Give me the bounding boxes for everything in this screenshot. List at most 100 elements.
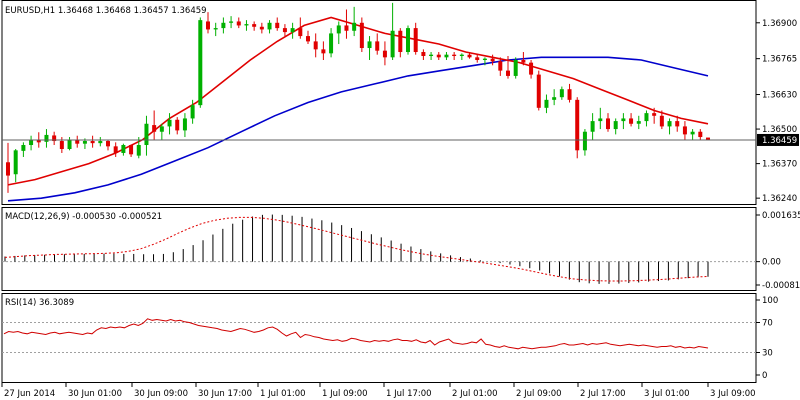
candle-body bbox=[275, 22, 280, 29]
candle bbox=[390, 2, 395, 60]
candle-body bbox=[252, 24, 257, 27]
candle-body bbox=[44, 134, 49, 142]
candle-body bbox=[121, 145, 126, 153]
candle-body bbox=[29, 139, 34, 146]
candle-body bbox=[398, 30, 403, 53]
candle-body bbox=[13, 150, 18, 175]
candle-body bbox=[229, 21, 234, 23]
candle bbox=[129, 144, 134, 157]
candle bbox=[282, 24, 287, 37]
candle bbox=[236, 17, 241, 29]
candle-body bbox=[52, 135, 57, 142]
candle-body bbox=[652, 113, 657, 116]
candle-body bbox=[90, 141, 95, 144]
candle-body bbox=[67, 140, 72, 149]
time-axis: 27 Jun 2014 30 Jun 01:00 30 Jun 09:00 30 Ju… bbox=[1, 383, 756, 399]
candle-body bbox=[290, 28, 295, 33]
candle-body bbox=[629, 118, 634, 124]
candle bbox=[521, 52, 526, 66]
candle-body bbox=[6, 162, 10, 176]
candle-body bbox=[582, 131, 587, 151]
candle bbox=[459, 53, 464, 60]
candle bbox=[690, 129, 695, 140]
candle bbox=[613, 118, 618, 135]
candle-body bbox=[606, 118, 610, 130]
candle bbox=[421, 49, 426, 60]
rsi-line bbox=[3, 318, 709, 350]
rsi-panel[interactable]: RSI(14) 36.3089 bbox=[1, 293, 757, 383]
ma-slow-line bbox=[7, 56, 709, 202]
candle bbox=[636, 115, 641, 130]
candle bbox=[575, 97, 580, 159]
candle bbox=[513, 57, 518, 79]
candle-body bbox=[213, 28, 218, 30]
candle bbox=[152, 110, 157, 140]
candle-body bbox=[144, 123, 149, 146]
macd-signal-path bbox=[4, 216, 709, 282]
macd-panel[interactable]: MACD(12,26,9) -0.000530 -0.000521 bbox=[1, 207, 757, 291]
candle-body bbox=[59, 141, 64, 149]
time-tick-label: 30 Jun 17:00 bbox=[198, 389, 252, 399]
candle-body bbox=[152, 125, 157, 132]
candle bbox=[444, 52, 449, 60]
price-panel[interactable]: EURUSD,H1 1.36468 1.36468 1.36457 1.3645… bbox=[1, 0, 757, 205]
candle-body bbox=[613, 121, 618, 130]
candle bbox=[652, 107, 657, 124]
candle-body bbox=[506, 70, 510, 76]
candle-body bbox=[313, 41, 318, 50]
candle-body bbox=[36, 140, 41, 143]
candle bbox=[559, 86, 564, 100]
rsi-tick-label: 70 bbox=[762, 319, 773, 329]
candle bbox=[75, 135, 80, 148]
candle bbox=[490, 54, 495, 66]
rsi-tick-label: 30 bbox=[762, 349, 773, 359]
candle bbox=[475, 54, 480, 63]
candle bbox=[21, 142, 26, 157]
candle bbox=[567, 83, 572, 103]
candle-body bbox=[106, 141, 110, 147]
candle-body bbox=[459, 54, 464, 57]
candle-body bbox=[659, 115, 664, 127]
candle bbox=[436, 52, 441, 60]
candle-body bbox=[552, 97, 557, 100]
candle-body bbox=[129, 145, 134, 155]
candle bbox=[606, 113, 610, 132]
candle-body bbox=[482, 58, 487, 60]
candle-body bbox=[467, 54, 472, 58]
candle bbox=[590, 113, 595, 140]
candle-body bbox=[644, 113, 649, 122]
candle-body bbox=[375, 41, 380, 51]
candle bbox=[359, 17, 364, 53]
candle bbox=[582, 129, 587, 156]
candle bbox=[329, 28, 334, 58]
candle bbox=[429, 52, 434, 60]
candle bbox=[336, 21, 341, 45]
candle bbox=[144, 115, 149, 156]
candle-body bbox=[382, 50, 387, 58]
candle bbox=[644, 110, 649, 127]
candle bbox=[544, 94, 549, 114]
candle bbox=[675, 115, 680, 132]
candle bbox=[498, 57, 503, 76]
candle-body bbox=[529, 62, 534, 75]
time-tick-label: 30 Jun 09:00 bbox=[134, 389, 188, 399]
candle bbox=[213, 22, 218, 37]
candle-body bbox=[298, 28, 303, 37]
symbol-title: EURUSD,H1 1.36468 1.36468 1.36457 1.3645… bbox=[5, 6, 207, 16]
candle bbox=[6, 142, 10, 193]
candle bbox=[98, 137, 103, 147]
ma-slow-path bbox=[7, 56, 709, 202]
time-tick-label: 1 Jul 17:00 bbox=[386, 389, 432, 399]
candle bbox=[182, 113, 187, 138]
candle-body bbox=[390, 30, 395, 58]
candle-body bbox=[567, 89, 572, 100]
candle-body bbox=[321, 49, 326, 54]
candle bbox=[506, 56, 510, 79]
rsi-tick-label: 100 bbox=[762, 296, 778, 306]
candle bbox=[621, 113, 626, 130]
candle bbox=[598, 107, 603, 130]
candle-body bbox=[167, 119, 172, 127]
macd-label: MACD(12,26,9) -0.000530 -0.000521 bbox=[5, 212, 162, 222]
time-tick-label: 1 Jul 09:00 bbox=[322, 389, 368, 399]
candle bbox=[659, 110, 664, 130]
